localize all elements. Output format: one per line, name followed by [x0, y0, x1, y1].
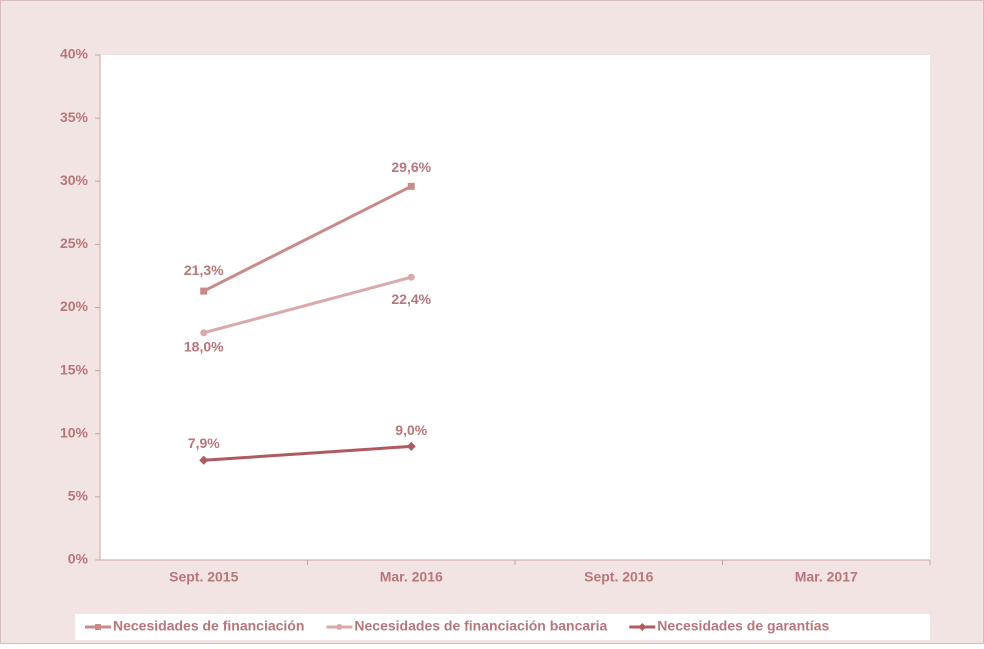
x-tick-label: Mar. 2016 [380, 569, 443, 585]
marker [407, 273, 415, 281]
legend-label: Necesidades de financiación [113, 618, 304, 634]
x-tick-label: Sept. 2016 [584, 569, 653, 585]
x-tick-label: Sept. 2015 [169, 569, 238, 585]
y-tick-label: 0% [68, 551, 89, 567]
marker [95, 624, 101, 630]
data-label: 22,4% [391, 291, 431, 307]
marker [199, 455, 209, 465]
marker [638, 623, 647, 631]
data-label: 21,3% [184, 262, 224, 278]
data-label: 9,0% [395, 422, 427, 438]
y-tick-label: 40% [60, 46, 89, 62]
marker [406, 441, 416, 451]
y-tick-label: 5% [68, 488, 89, 504]
data-label: 18,0% [184, 338, 224, 354]
y-tick-label: 10% [60, 424, 89, 440]
legend-label: Necesidades de financiación bancaria [354, 618, 607, 634]
plot-area [100, 55, 930, 560]
series-line [203, 444, 412, 462]
series-line [203, 275, 412, 335]
y-tick-label: 20% [60, 298, 89, 314]
y-tick-label: 35% [60, 109, 89, 125]
x-tick-label: Mar. 2017 [795, 569, 858, 585]
y-tick-label: 25% [60, 235, 89, 251]
legend-box [75, 614, 930, 640]
y-tick-label: 30% [60, 172, 89, 188]
marker [200, 287, 208, 295]
data-label: 29,6% [391, 159, 431, 175]
marker [336, 624, 343, 630]
legend-label: Necesidades de garantías [657, 618, 829, 634]
y-tick-label: 15% [60, 361, 89, 377]
data-label: 7,9% [188, 435, 220, 451]
marker [200, 329, 208, 337]
series-line [203, 184, 412, 293]
marker [407, 182, 415, 190]
